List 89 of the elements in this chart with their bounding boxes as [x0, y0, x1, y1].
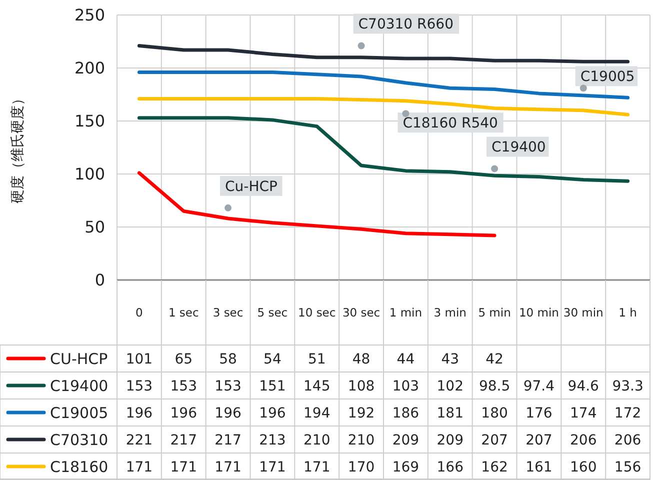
- line-series: [137, 96, 630, 116]
- data-label: 174: [570, 405, 597, 422]
- data-label: 210: [348, 432, 375, 448]
- data-label: 192: [348, 405, 375, 422]
- data-label: 108: [348, 378, 375, 394]
- data-label: 65: [174, 351, 193, 368]
- data-label: 94.6: [568, 378, 600, 394]
- data-label: 58: [219, 351, 237, 368]
- annotation: C18160 R540: [402, 115, 498, 132]
- data-label: 206: [614, 432, 642, 448]
- data-label: 44: [396, 351, 415, 368]
- data-label: 43: [441, 351, 460, 368]
- data-label: 196: [170, 405, 198, 422]
- data-label: 48: [352, 351, 370, 368]
- x-tick-label: 3 min: [434, 306, 466, 320]
- y-tick-label: 100: [74, 164, 105, 184]
- y-tick-label: 50: [84, 218, 105, 237]
- data-label: 51: [308, 351, 326, 368]
- data-label: 102: [436, 378, 464, 394]
- data-label: 42: [486, 351, 504, 368]
- line-series: [137, 44, 630, 64]
- data-label: 160: [570, 459, 597, 476]
- data-label: 209: [436, 432, 464, 448]
- data-label: 217: [170, 432, 197, 448]
- data-label: 213: [259, 432, 286, 448]
- legend-label: C19005: [50, 404, 108, 422]
- legend-label: C19400: [50, 376, 108, 395]
- data-label: 98.5: [478, 378, 510, 394]
- data-label: 171: [170, 459, 197, 476]
- data-label: 93.3: [612, 378, 644, 394]
- data-label: 196: [214, 405, 242, 422]
- y-tick-label: 200: [74, 58, 105, 78]
- legend-label: CU-HCP: [50, 350, 108, 368]
- data-label: 206: [570, 432, 597, 448]
- data-label: 181: [436, 405, 464, 422]
- y-tick-label: 250: [74, 6, 105, 25]
- x-tick-label: 1 h: [618, 306, 637, 320]
- data-label: 171: [259, 459, 286, 476]
- data-label: 171: [214, 459, 242, 476]
- data-label: 101: [126, 351, 153, 368]
- legend-label: C70310: [50, 430, 108, 449]
- data-label: 176: [526, 405, 552, 422]
- line-series: [137, 171, 496, 238]
- data-label: 166: [436, 459, 464, 476]
- annotation: Cu-HCP: [225, 178, 278, 195]
- x-tick-label: 3 sec: [212, 306, 244, 320]
- data-label: 196: [126, 405, 153, 422]
- data-label: 180: [481, 405, 508, 422]
- data-label: 153: [214, 378, 242, 394]
- data-label: 217: [214, 432, 242, 448]
- data-label: 153: [170, 378, 197, 394]
- data-label: 145: [304, 378, 330, 394]
- data-label: 221: [126, 432, 153, 448]
- data-label: 207: [481, 432, 508, 448]
- data-label: 172: [614, 405, 642, 422]
- y-tick-label: 0: [94, 270, 105, 290]
- data-label: 153: [126, 378, 153, 394]
- data-label: 170: [348, 459, 375, 476]
- data-label: 162: [481, 459, 508, 476]
- data-label: 194: [304, 405, 330, 422]
- x-tick-label: 0: [136, 306, 143, 320]
- data-label: 186: [392, 405, 420, 422]
- x-tick-label: 30 sec: [342, 306, 380, 320]
- legend-label: C18160: [50, 458, 108, 476]
- x-tick-label: 5 min: [478, 306, 511, 320]
- x-tick-label: 1 sec: [168, 306, 199, 320]
- data-label: 169: [392, 459, 420, 476]
- data-label: 210: [304, 432, 330, 448]
- x-tick-label: 5 sec: [257, 306, 288, 320]
- data-label: 97.4: [523, 378, 555, 394]
- annotation: C70310 R660: [358, 16, 454, 33]
- data-label: 103: [392, 378, 420, 394]
- data-label: 196: [259, 405, 286, 422]
- data-label: 207: [526, 432, 552, 448]
- x-tick-label: 1 min: [389, 306, 422, 320]
- x-tick-label: 30 min: [563, 306, 604, 320]
- x-tick-label: 10 min: [518, 306, 559, 320]
- data-label: 171: [126, 459, 153, 476]
- annotation: C19400: [492, 140, 546, 156]
- data-label: 161: [526, 459, 552, 476]
- data-label: 156: [614, 459, 642, 476]
- data-label: 209: [392, 432, 420, 448]
- y-tick-label: 150: [74, 112, 105, 131]
- data-label: 171: [304, 459, 330, 476]
- data-label: 54: [264, 351, 282, 368]
- x-tick-label: 10 sec: [298, 306, 336, 320]
- data-label: 151: [259, 378, 286, 394]
- y-axis-title: 硬度（维氏硬度）: [10, 92, 26, 204]
- annotation: C19005: [580, 69, 635, 86]
